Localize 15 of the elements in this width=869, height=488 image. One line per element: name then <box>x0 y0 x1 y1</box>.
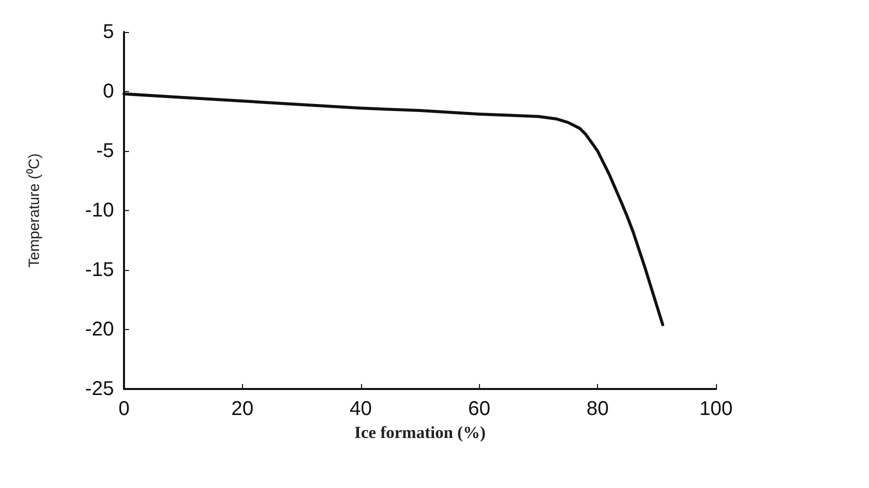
x-tick-label: 100 <box>699 398 733 420</box>
y-tick-label: -10 <box>85 200 114 222</box>
x-tick-label: 0 <box>118 398 130 420</box>
x-tick-label: 40 <box>350 398 372 420</box>
y-tick-label: -20 <box>85 318 114 340</box>
y-axis-title: Temperature (⁰C) <box>26 153 43 268</box>
x-tick-label: 80 <box>586 398 609 420</box>
y-tick-label: -5 <box>96 140 114 162</box>
x-tick-label: 20 <box>231 398 254 420</box>
y-tick-label: 0 <box>102 80 114 102</box>
y-tick-label: -25 <box>85 378 114 400</box>
x-tick-label: 60 <box>468 398 490 420</box>
y-tick-label: 5 <box>102 21 114 43</box>
y-tick-label: -15 <box>85 259 114 281</box>
x-axis-title: Ice formation (%) <box>354 422 486 442</box>
